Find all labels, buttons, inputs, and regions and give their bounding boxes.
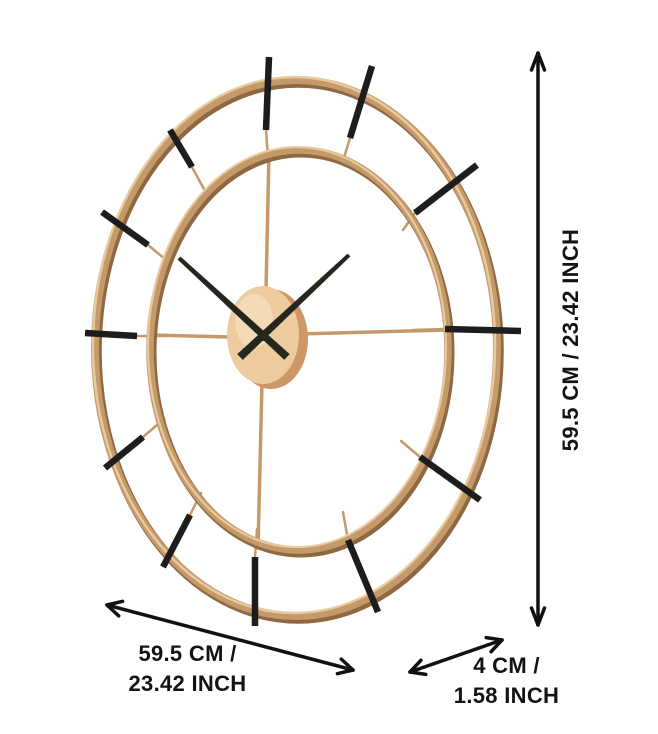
hour-marker-10 [100, 209, 150, 248]
hour-marker-4 [418, 454, 482, 503]
height-dimension-arrow [529, 51, 547, 627]
hour-markers [84, 56, 522, 626]
inner-ring [146, 145, 455, 558]
depth-dimension-arrow [408, 635, 504, 677]
hour-marker-3 [444, 325, 522, 335]
hour-marker-7 [160, 513, 193, 569]
width-dimension-arrow [105, 599, 355, 676]
hour-marker-1 [346, 65, 376, 139]
depth-dimension-line1: 4 CM / [473, 653, 540, 678]
width-dimension-line2: 23.42 INCH [128, 671, 247, 696]
outer-ring [91, 75, 504, 624]
depth-dimension-label: 4 CM / 1.58 INCH [424, 651, 589, 711]
hour-marker-9 [84, 329, 138, 340]
hour-marker-2 [413, 162, 479, 216]
height-dimension-label: 59.5 CM / 23.42 INCH [558, 228, 583, 452]
clock-hands [177, 253, 351, 360]
center-cap [258, 331, 268, 341]
hour-marker-12 [262, 56, 273, 131]
dial-spokes [149, 150, 448, 550]
width-dimension-line1: 59.5 CM / [138, 641, 237, 666]
hour-marker-11 [167, 128, 195, 169]
hour-marker-5 [345, 538, 381, 614]
width-dimension-label: 59.5 CM / 23.42 INCH [95, 639, 280, 699]
hour-marker-8 [102, 434, 146, 471]
depth-dimension-line2: 1.58 INCH [453, 683, 560, 708]
